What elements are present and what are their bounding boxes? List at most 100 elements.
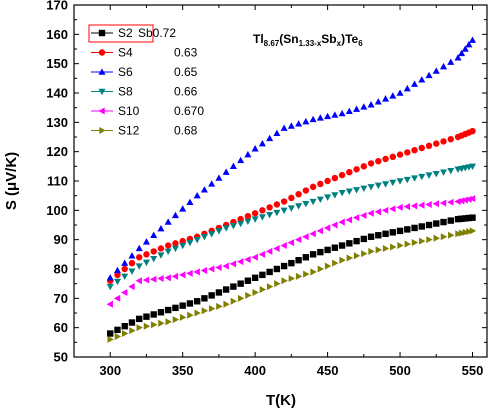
data-point <box>345 216 353 224</box>
data-point <box>338 171 346 179</box>
legend-marker <box>98 107 105 115</box>
data-point <box>259 286 267 294</box>
data-point <box>310 268 317 276</box>
data-point <box>368 247 375 255</box>
data-point <box>367 233 375 240</box>
data-point <box>165 318 172 326</box>
data-point <box>382 181 390 188</box>
legend-marker <box>98 49 106 56</box>
data-point <box>447 136 454 143</box>
data-point <box>374 208 382 216</box>
data-point <box>142 276 150 284</box>
data-point <box>447 58 455 65</box>
data-point <box>106 300 113 308</box>
y-tick-label: 80 <box>54 262 68 277</box>
data-point <box>324 112 332 120</box>
y-tick-label: 150 <box>46 56 68 71</box>
data-point <box>288 194 295 202</box>
data-point <box>316 227 324 235</box>
data-point <box>230 297 238 305</box>
data-point <box>302 201 310 208</box>
legend-sb-value: 0.65 <box>174 65 198 79</box>
data-point <box>374 98 382 105</box>
data-point <box>157 275 164 283</box>
data-point <box>208 305 216 313</box>
data-point <box>432 170 440 178</box>
data-point <box>396 178 404 185</box>
data-point <box>215 289 223 296</box>
data-point <box>302 233 309 241</box>
y-tick-label: 170 <box>46 0 68 13</box>
data-point <box>171 211 179 219</box>
data-point <box>121 273 129 281</box>
data-point <box>309 183 317 191</box>
data-point <box>194 309 201 317</box>
data-point <box>114 332 122 340</box>
data-point <box>164 248 172 256</box>
data-point <box>389 92 397 99</box>
data-point <box>375 246 382 254</box>
data-point <box>331 244 339 251</box>
data-point <box>316 196 324 204</box>
data-point <box>345 107 353 115</box>
legend-series-name: S6 <box>118 65 133 79</box>
data-point <box>382 230 389 237</box>
data-point <box>396 151 404 158</box>
legend-highlight-box <box>88 24 154 43</box>
data-point <box>193 191 201 199</box>
data-point <box>389 229 397 236</box>
data-point <box>440 169 448 176</box>
data-point <box>316 114 324 121</box>
data-point <box>128 268 136 275</box>
data-point <box>465 40 473 48</box>
legend-marker <box>98 68 106 75</box>
y-tick-label: 90 <box>54 232 68 247</box>
annotation-part: 6 <box>358 39 363 48</box>
data-point <box>447 217 454 224</box>
data-point <box>468 195 476 203</box>
data-point <box>439 199 447 207</box>
data-point <box>345 188 353 195</box>
data-point <box>236 258 244 266</box>
data-point <box>455 230 462 238</box>
data-point <box>360 185 368 193</box>
data-point <box>135 277 142 285</box>
data-point <box>179 271 186 279</box>
data-point <box>143 313 150 320</box>
data-point <box>458 215 465 222</box>
data-point <box>106 274 114 281</box>
data-point <box>317 265 325 273</box>
data-point <box>469 227 477 235</box>
data-point <box>187 311 194 319</box>
data-point <box>164 306 172 314</box>
data-point <box>447 168 455 175</box>
data-point <box>128 283 135 291</box>
series-layer <box>106 36 477 343</box>
data-point <box>193 236 201 244</box>
data-point <box>150 321 158 329</box>
data-point <box>229 223 237 230</box>
data-point <box>287 239 295 247</box>
data-point <box>215 228 223 235</box>
x-tick-label: 550 <box>462 363 484 378</box>
x-tick-label: 350 <box>172 363 194 378</box>
data-point <box>294 236 302 244</box>
data-point <box>172 304 179 312</box>
data-point <box>367 209 374 217</box>
data-point <box>382 155 389 163</box>
data-point <box>447 198 454 206</box>
data-point <box>157 224 165 232</box>
data-point <box>265 247 273 255</box>
data-point <box>410 202 418 210</box>
data-point <box>186 198 194 205</box>
data-point <box>418 223 425 230</box>
data-point <box>280 124 288 131</box>
legend-sb-value: 0.66 <box>174 85 198 99</box>
data-point <box>338 218 345 226</box>
data-point <box>360 211 367 219</box>
data-point <box>454 215 462 223</box>
data-point <box>274 280 281 288</box>
y-tick-label: 50 <box>54 350 68 365</box>
data-point <box>135 244 143 252</box>
data-point <box>266 134 274 142</box>
